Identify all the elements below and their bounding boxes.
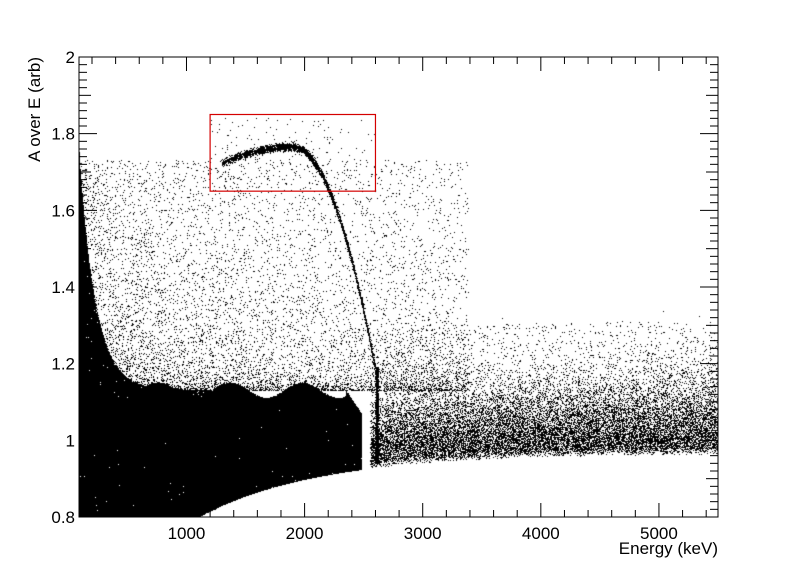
- y-tick-label: 1.4: [51, 278, 75, 297]
- y-tick-label: 1.2: [51, 355, 75, 374]
- x-tick-label: 5000: [640, 524, 678, 543]
- scatter-points: [79, 57, 718, 517]
- x-tick-label: 1000: [168, 524, 206, 543]
- x-tick-label: 4000: [522, 524, 560, 543]
- scatter-density-image: [79, 57, 718, 517]
- y-tick-label: 1: [66, 431, 75, 450]
- axis-ticks: 1000 2000 3000 4000 5000 0.8 1 1.2 1.4 1.6 1.8 2: [51, 48, 718, 543]
- y-tick-label: 2: [66, 48, 75, 67]
- y-axis-title: A over E (arb): [25, 57, 44, 162]
- y-tick-label: 1.6: [51, 201, 75, 220]
- y-tick-label: 0.8: [51, 508, 75, 527]
- y-tick-label: 1.8: [51, 125, 75, 144]
- alpha-region-box: [209, 113, 377, 192]
- x-axis-title: Energy (keV): [619, 539, 718, 558]
- x-tick-label: 3000: [404, 524, 442, 543]
- x-tick-label: 2000: [286, 524, 324, 543]
